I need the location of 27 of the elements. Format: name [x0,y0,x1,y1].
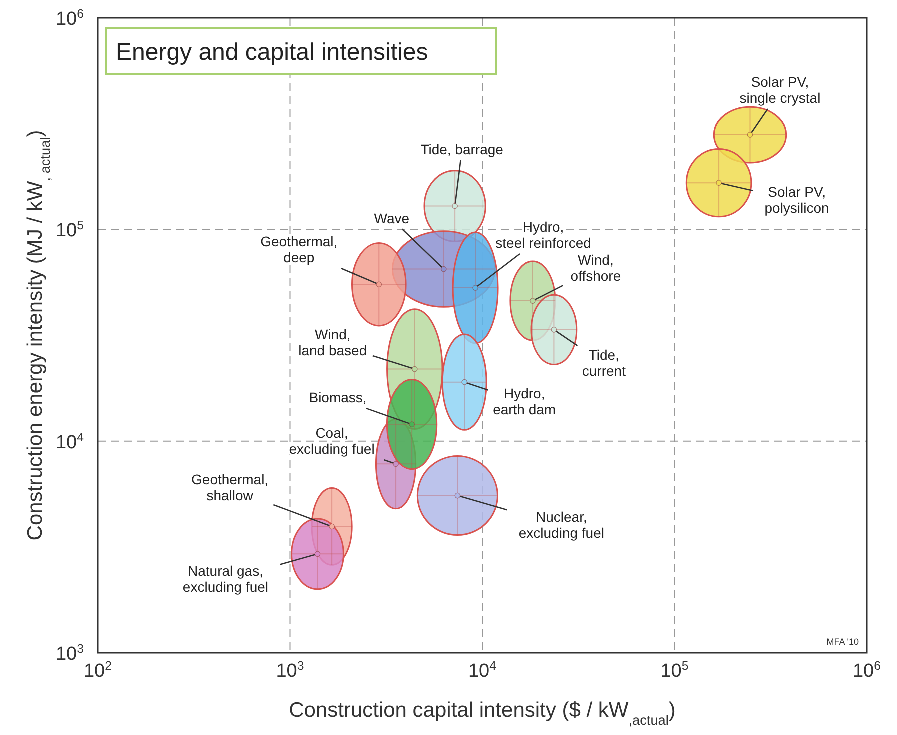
x-tick-label: 10$^{4}$ [468,659,497,682]
y-tick-label: 10$^{3}$ [56,642,84,665]
annotation: Solar PV, single crystal [740,74,821,106]
x-tick-label: 10$^{2}$ [84,659,112,682]
annotation: Wind, land based [298,326,368,358]
annotation: Hydro, earth dam [493,385,556,418]
annotation: Tide, barrage [420,141,504,158]
y-tick-label: 10$^{6}$ [56,7,84,30]
x-tick-label: 10$^{3}$ [276,659,304,682]
annotation: Solar PV, polysilicon [764,184,830,216]
annotation: Tide, current [582,346,626,379]
annotation: Coal, excluding fuel [289,425,375,458]
annotation: Wind, offshore [570,252,622,284]
x-axis-title: Construction capital intensity ($ / kW$_{,actual}$) [289,699,676,728]
annotation: Wave [374,210,410,226]
y-tick-label: 10$^{5}$ [56,218,84,242]
y-tick-label: 10$^{4}$ [56,430,84,454]
annotation: Geothermal, shallow [192,472,269,504]
annotation: Geothermal, deep [260,234,338,266]
annotation: Nuclear, excluding fuel [518,508,605,541]
annotation: MFA '10 [826,637,859,647]
text: Energy and capital intensities [116,39,428,66]
annotation: Natural gas, excluding fuel [182,563,269,596]
x-tick-label: 10$^{6}$ [852,659,882,682]
x-tick-label: 10$^{5}$ [660,659,689,682]
annotation: Biomass, [309,390,367,406]
annotation: Hydro, steel reinforced [496,219,592,252]
